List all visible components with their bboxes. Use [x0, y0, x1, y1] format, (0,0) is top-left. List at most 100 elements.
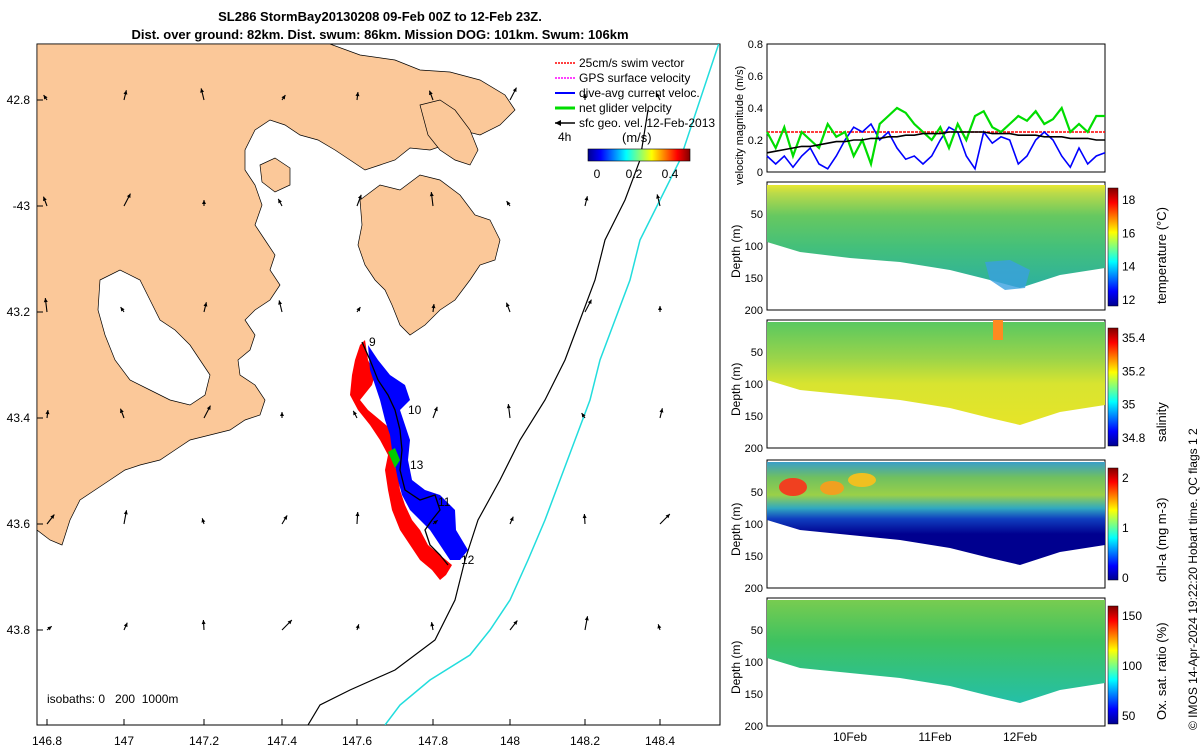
x-tick-label: 147 [114, 734, 134, 748]
x-tick-label: 147.2 [189, 734, 219, 748]
current-arrow [658, 306, 662, 312]
current-arrow [200, 88, 205, 101]
map-x-ticks: 146.8 147 147.2 147.4 147.6 147.8 148 14… [32, 734, 675, 748]
current-arrow [281, 515, 288, 525]
current-arrow [119, 408, 125, 419]
section-ylabel: Depth (m) [729, 363, 743, 416]
land-west-peninsula [37, 44, 516, 546]
depth-tick-label: 100 [745, 519, 763, 531]
velocity-line [766, 131, 1105, 154]
colorbar-tick-label: 34.8 [1122, 431, 1146, 445]
x-tick-label: 148 [500, 734, 520, 748]
current-arrow [583, 94, 587, 100]
day-label-12: 12 [461, 553, 475, 567]
svg-text:sfc geo. vel. 12-Feb-2013: sfc geo. vel. 12-Feb-2013 [579, 116, 715, 130]
depth-tick-label: 200 [745, 721, 763, 733]
temperature-field [767, 185, 1105, 288]
current-arrow [203, 405, 211, 419]
velocity-ylabel: velocity magnitude (m/s) [734, 66, 746, 185]
track-blue-swath [368, 345, 468, 560]
section-salinity [766, 319, 1119, 449]
colorbar-tick: 0.4 [662, 167, 679, 181]
land-small-isle [259, 157, 291, 193]
chla-field [767, 462, 1105, 565]
track-red-swath [350, 340, 452, 580]
land-inner-island [97, 269, 211, 406]
y-tick-label: 43.4 [7, 411, 31, 425]
depth-tick-label: 150 [745, 551, 763, 563]
time-tick-label: 12Feb [1003, 730, 1037, 744]
legend-item-gps-velocity: GPS surface velocity [555, 71, 690, 85]
depth-ticks: 50 100 150 200 50 100 150 200 50 100 150 200 50 100 15… [745, 209, 763, 733]
current-arrow [356, 194, 362, 207]
depth-tick-label: 100 [745, 379, 763, 391]
colorbar-tick-label: 50 [1122, 709, 1136, 723]
colorbar-tick-label: 18 [1122, 193, 1136, 207]
isobath-1000m [384, 44, 720, 725]
chart-subtitle: Dist. over ground: 82km. Dist. swum: 86k… [131, 27, 629, 42]
colorbar-tick-label: 0 [1122, 571, 1129, 585]
isobaths-label: isobaths: 0 200 1000m [47, 692, 178, 706]
depth-tick-label: 150 [745, 273, 763, 285]
current-arrow [659, 513, 671, 525]
current-arrow [123, 510, 128, 525]
current-arrow [506, 404, 511, 419]
current-arrow [278, 300, 283, 313]
depth-tick-label: 200 [745, 443, 763, 455]
map-legend: 25cm/s swim vector GPS surface velocity … [555, 56, 715, 181]
current-arrow [428, 90, 434, 101]
current-arrow [42, 196, 48, 207]
current-arrow [203, 302, 208, 313]
legend-item-dive-avg-current: dive-avg current veloc. [555, 86, 700, 100]
current-arrow [123, 622, 128, 631]
y-tick-label: 0.8 [748, 39, 763, 51]
current-arrow [352, 410, 358, 419]
current-arrow [430, 622, 435, 631]
current-arrow [123, 193, 131, 207]
y-tick-label: 0 [757, 167, 763, 179]
svg-text:net glider velocity: net glider velocity [579, 101, 672, 115]
glider-track [350, 340, 468, 580]
legend-item-swim-vector: 25cm/s swim vector [555, 56, 684, 70]
copyright-note: © IMOS 14-Apr-2024 19:22:20 Hobart time.… [1186, 428, 1200, 730]
map-y-ticks: 42.8 -43 43.2 43.4 43.6 43.8 [7, 93, 31, 637]
section-colorbar-label: chl-a (mg m-3) [1154, 497, 1169, 582]
temperature-deep-patch [985, 260, 1030, 290]
section-oxygen [766, 597, 1119, 727]
depth-tick-label: 100 [745, 241, 763, 253]
track-green-segment [388, 448, 400, 468]
x-tick-label: 147.8 [418, 734, 448, 748]
x-tick-label: 147.6 [342, 734, 372, 748]
current-arrow [431, 303, 436, 313]
depth-tick-label: 200 [745, 583, 763, 595]
current-arrow [201, 518, 206, 525]
colorbar-tick-label: 35 [1122, 398, 1136, 412]
colorbar-tick-label: 16 [1122, 226, 1136, 240]
velocity-colorbar [587, 148, 691, 162]
current-arrow [355, 511, 360, 525]
colorbar-tick-label: 100 [1122, 659, 1142, 673]
current-arrow [356, 306, 361, 313]
current-arrow [505, 302, 511, 313]
salinity-hotspot [993, 320, 1003, 340]
current-arrow [506, 200, 511, 207]
current-arrow [355, 91, 360, 101]
time-tick-label: 10Feb [833, 730, 867, 744]
salinity-field [767, 322, 1105, 425]
current-arrow [582, 513, 587, 525]
section-ylabel: Depth (m) [729, 641, 743, 694]
depth-tick-label: 100 [745, 657, 763, 669]
y-tick-label: 42.8 [7, 93, 31, 107]
current-arrow [659, 408, 664, 419]
chla-bloom [779, 478, 807, 496]
current-arrow [281, 94, 286, 101]
map-tick-marks [37, 99, 661, 725]
legend-item-sfc-geo-vel: sfc geo. vel. 12-Feb-2013 [555, 116, 715, 130]
y-tick-label: -43 [13, 199, 31, 213]
y-tick-label: 0.6 [748, 71, 763, 83]
colorbar-tick-label: 1 [1122, 521, 1129, 535]
day-label-10: 10 [408, 403, 422, 417]
current-arrow [280, 412, 284, 418]
current-arrow [201, 619, 206, 631]
